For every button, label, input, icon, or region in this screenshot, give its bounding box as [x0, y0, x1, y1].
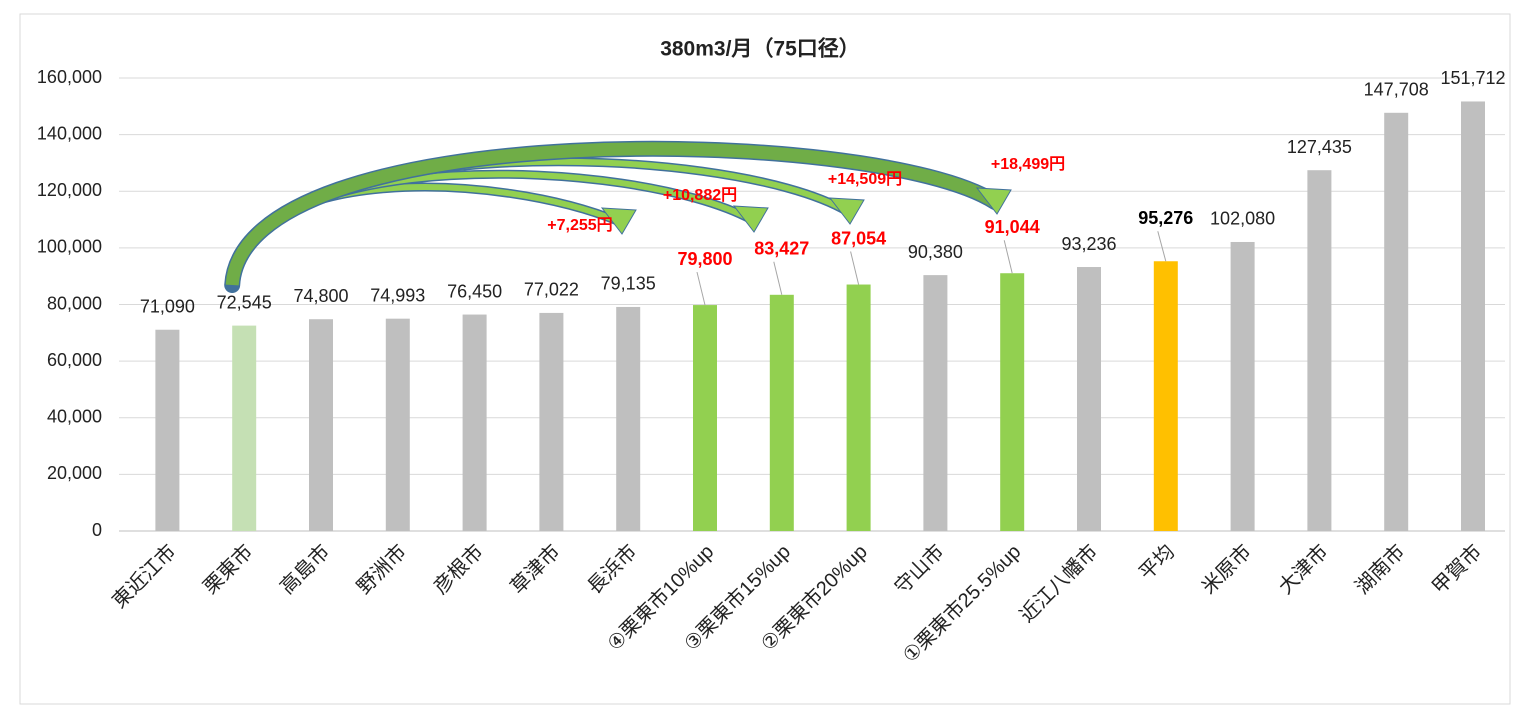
y-tick-label: 60,000 — [47, 350, 102, 370]
value-label: 71,090 — [140, 296, 195, 316]
bar — [232, 325, 257, 531]
bar — [1230, 241, 1255, 531]
value-label: 79,800 — [677, 249, 732, 269]
value-label: 127,435 — [1287, 137, 1352, 157]
value-label: 147,708 — [1364, 80, 1429, 100]
bar — [693, 305, 717, 531]
value-label: 72,545 — [217, 292, 272, 312]
arrow-head — [975, 187, 1012, 215]
bar — [539, 312, 564, 531]
bar — [616, 306, 641, 531]
value-label: 102,080 — [1210, 209, 1275, 229]
arrow-head — [600, 207, 637, 235]
y-tick-label: 140,000 — [37, 123, 102, 143]
value-label: 76,450 — [447, 281, 502, 301]
value-label: 74,800 — [293, 286, 348, 306]
bar — [923, 275, 948, 531]
bar — [846, 284, 871, 531]
y-tick-label: 80,000 — [47, 293, 102, 313]
y-tick-label: 0 — [92, 520, 102, 540]
chart-frame — [19, 13, 1511, 705]
value-label: 77,022 — [524, 280, 579, 300]
bar — [1384, 112, 1409, 531]
y-tick-label: 40,000 — [47, 407, 102, 427]
value-label: 93,236 — [1061, 234, 1116, 254]
y-tick-label: 100,000 — [37, 237, 102, 257]
bar — [1153, 261, 1178, 531]
value-label: 151,712 — [1440, 68, 1505, 88]
arrow-body — [225, 142, 999, 286]
annotation: +18,499円 — [991, 155, 1065, 173]
bar — [309, 319, 333, 531]
leader-line — [773, 261, 783, 295]
value-label: 83,427 — [754, 239, 809, 259]
value-label: 95,276 — [1138, 208, 1193, 228]
annotation: +7,255円 — [547, 216, 612, 234]
bar — [1000, 273, 1025, 531]
chart-title: 380m3/月（75口径） — [660, 37, 860, 61]
leader-line — [850, 251, 860, 285]
arrow-head — [828, 197, 865, 225]
y-tick-label: 160,000 — [37, 67, 102, 87]
value-label: 91,044 — [985, 217, 1040, 237]
bar — [1077, 267, 1101, 531]
annotation: +10,882円 — [663, 186, 737, 204]
bar — [155, 329, 180, 531]
bar — [1461, 101, 1485, 532]
leader-line — [696, 271, 706, 306]
bar — [769, 294, 794, 531]
annotation: +14,509円 — [828, 170, 902, 188]
value-label: 79,135 — [601, 274, 656, 294]
y-tick-label: 120,000 — [37, 180, 102, 200]
value-label: 90,380 — [908, 242, 963, 262]
leader-line — [1003, 240, 1013, 274]
y-tick-label: 20,000 — [47, 463, 102, 483]
bar — [462, 314, 487, 531]
arrow-head — [732, 205, 769, 233]
value-label: 74,993 — [370, 285, 425, 305]
bar — [385, 318, 410, 531]
leader-line — [1157, 231, 1167, 262]
bar — [1307, 170, 1332, 532]
value-label: 87,054 — [831, 228, 886, 248]
